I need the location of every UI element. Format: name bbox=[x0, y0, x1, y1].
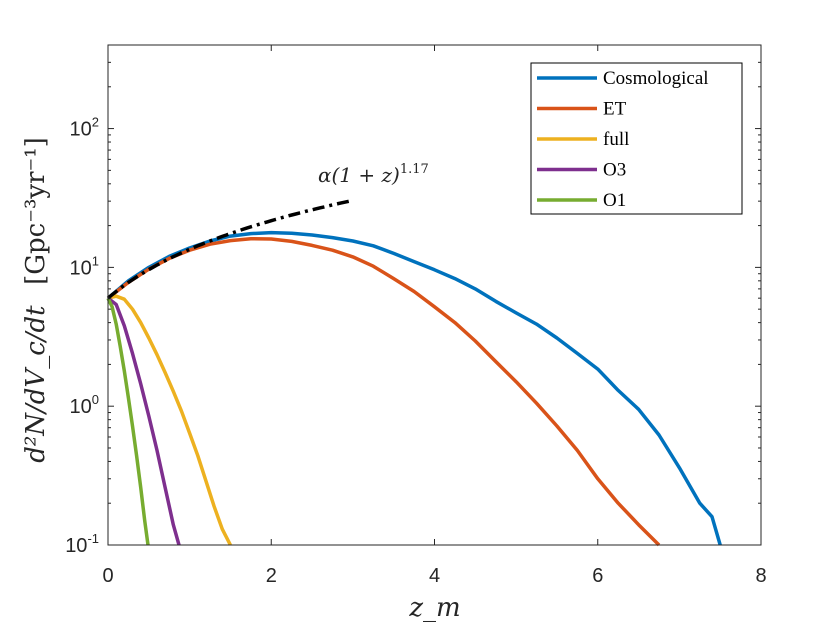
series-line-o1 bbox=[106, 297, 150, 546]
y-tick-label: 102 bbox=[70, 115, 99, 141]
legend-label-et: ET bbox=[603, 99, 627, 120]
ticks-layer bbox=[107, 44, 762, 546]
legend-label-cosmological: Cosmological bbox=[603, 68, 709, 89]
series-line-full bbox=[107, 294, 232, 546]
fit-label-base: α(1 + z) bbox=[318, 163, 400, 187]
series-line-et bbox=[106, 236, 661, 547]
fit-label: α(1 + z)1.17 bbox=[318, 162, 429, 187]
x-axis-label: z_m bbox=[408, 593, 460, 623]
legend: Cosmological ET full O3 O1 bbox=[530, 62, 743, 215]
x-tick-label: 2 bbox=[266, 565, 277, 587]
y-tick-label: 100 bbox=[70, 392, 99, 418]
series-line-o3 bbox=[106, 296, 181, 546]
y-axis-label-main: d²N/dV_c/dt bbox=[21, 305, 51, 463]
fit-label-exp: 1.17 bbox=[400, 162, 429, 177]
x-tick-label: 8 bbox=[755, 565, 766, 587]
legend-entries: Cosmological ET full O3 O1 bbox=[537, 68, 709, 211]
y-axis-label-unit: [Gpc⁻³yr⁻¹] bbox=[21, 137, 51, 285]
series-layer bbox=[106, 230, 722, 547]
y-tick-labels: 10-1 100 101 102 bbox=[65, 115, 99, 557]
series-line-cosmological bbox=[106, 230, 722, 546]
y-tick-label: 101 bbox=[70, 253, 99, 279]
legend-label-o3: O3 bbox=[603, 160, 626, 181]
x-tick-labels: 0 2 4 6 8 bbox=[102, 565, 766, 587]
x-tick-label: 0 bbox=[102, 565, 113, 587]
legend-label-full: full bbox=[603, 129, 629, 150]
legend-label-o1: O1 bbox=[603, 190, 626, 211]
x-tick-label: 6 bbox=[592, 565, 603, 587]
y-axis-label: d²N/dV_c/dt [Gpc⁻³yr⁻¹] bbox=[21, 137, 51, 463]
x-tick-label: 4 bbox=[429, 565, 440, 587]
y-tick-label: 10-1 bbox=[65, 531, 99, 557]
